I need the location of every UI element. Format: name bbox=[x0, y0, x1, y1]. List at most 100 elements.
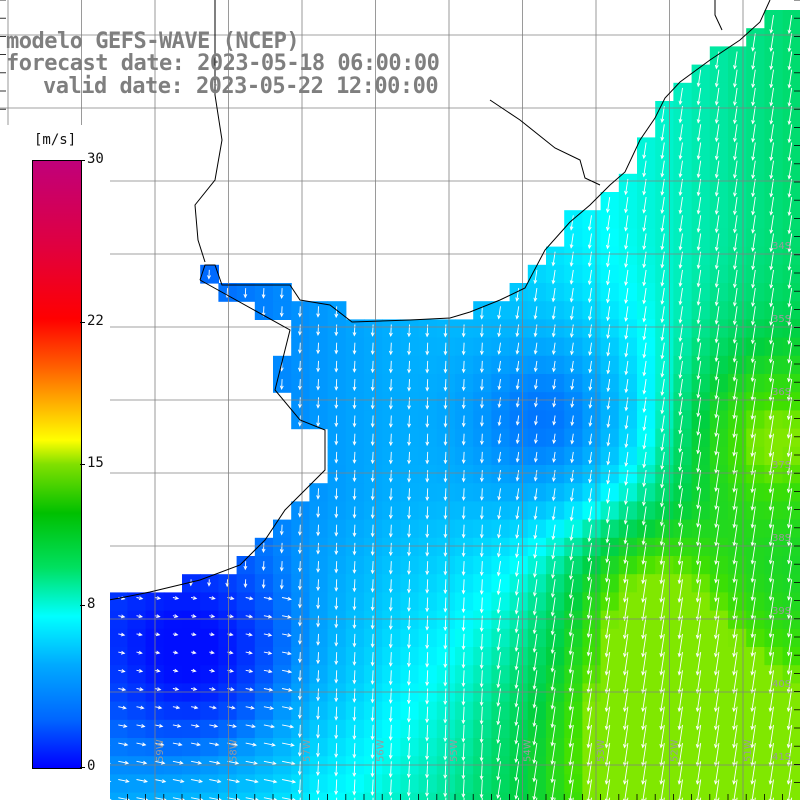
wind-arrowhead bbox=[696, 82, 701, 88]
wind-arrow bbox=[463, 506, 465, 519]
wind-cell bbox=[273, 738, 292, 757]
wind-arrow bbox=[678, 652, 683, 675]
wind-arrowhead bbox=[370, 680, 375, 685]
wind-arrow bbox=[426, 542, 429, 556]
wind-arrow bbox=[643, 433, 647, 449]
wind-arrowhead bbox=[533, 477, 538, 482]
wind-arrowhead bbox=[786, 780, 791, 785]
wind-arrowhead bbox=[678, 118, 683, 124]
wind-arrow bbox=[788, 124, 793, 143]
wind-arrowhead bbox=[733, 265, 737, 270]
wind-arrow bbox=[607, 342, 611, 356]
wind-cell bbox=[673, 628, 693, 648]
wind-arrowhead bbox=[768, 560, 773, 565]
wind-arrowhead bbox=[552, 421, 557, 426]
wind-arrowhead bbox=[229, 614, 235, 619]
wind-cell bbox=[637, 628, 656, 648]
wind-arrowhead bbox=[121, 669, 126, 673]
wind-arrow bbox=[752, 106, 756, 124]
wind-arrow bbox=[770, 178, 774, 197]
wind-cell bbox=[345, 410, 365, 430]
wind-arrowhead bbox=[479, 552, 484, 558]
wind-arrow bbox=[263, 597, 272, 600]
wind-arrowhead bbox=[406, 699, 411, 705]
wind-arrowhead bbox=[659, 579, 664, 585]
wind-cell bbox=[546, 483, 565, 502]
wind-cell bbox=[637, 283, 656, 302]
wind-cell bbox=[546, 610, 565, 630]
wind-arrowhead bbox=[696, 228, 701, 233]
wind-arrow bbox=[733, 342, 738, 362]
wind-arrow bbox=[498, 470, 501, 481]
wind-arrowhead bbox=[769, 284, 774, 289]
wind-arrowhead bbox=[588, 333, 592, 339]
wind-arrowhead bbox=[261, 584, 266, 589]
wind-arrow bbox=[587, 670, 592, 693]
wind-arrowhead bbox=[298, 385, 302, 391]
wind-cell bbox=[564, 319, 583, 339]
wind-arrowhead bbox=[370, 496, 375, 501]
wind-cell bbox=[200, 264, 219, 284]
wind-arrowhead bbox=[407, 459, 411, 465]
wind-arrowhead bbox=[192, 614, 197, 618]
wind-cell bbox=[709, 319, 729, 339]
wind-arrowhead bbox=[714, 725, 718, 731]
wind-cell bbox=[764, 101, 784, 120]
wind-arrowhead bbox=[156, 668, 161, 673]
wind-arrowhead bbox=[406, 773, 411, 779]
wind-arrowhead bbox=[642, 263, 647, 269]
wind-arrow bbox=[535, 397, 538, 407]
wind-cell bbox=[291, 574, 310, 593]
wind-arrowhead bbox=[210, 668, 216, 673]
wind-cell bbox=[418, 355, 438, 375]
wind-cell bbox=[691, 665, 711, 684]
wind-cell bbox=[327, 756, 347, 775]
wind-arrow bbox=[607, 360, 611, 374]
wind-arrowhead bbox=[533, 315, 538, 320]
wind-arrowhead bbox=[606, 334, 611, 340]
wind-arrowhead bbox=[298, 531, 302, 536]
wind-arrow bbox=[734, 233, 738, 251]
wind-arrowhead bbox=[443, 387, 448, 392]
wind-cell bbox=[728, 428, 747, 448]
wind-arrowhead bbox=[261, 312, 266, 317]
wind-cell bbox=[273, 628, 292, 648]
wind-arrow bbox=[118, 779, 129, 783]
wind-arrowhead bbox=[586, 762, 591, 767]
wind-arrowhead bbox=[786, 488, 791, 494]
wind-cell bbox=[254, 738, 274, 757]
wind-arrow bbox=[353, 324, 356, 336]
model-title: modelo GEFS-WAVE (NCEP) bbox=[6, 29, 300, 54]
wind-arrow bbox=[605, 597, 611, 620]
wind-arrow bbox=[734, 178, 738, 197]
wind-arrowhead bbox=[787, 138, 792, 144]
wind-arrow bbox=[589, 379, 592, 391]
wind-arrow bbox=[788, 561, 793, 582]
wind-arrow bbox=[408, 779, 410, 796]
wind-arrowhead bbox=[786, 434, 791, 439]
wind-arrowhead bbox=[642, 191, 647, 196]
wind-arrow bbox=[426, 652, 429, 667]
wind-cell bbox=[345, 738, 365, 757]
wind-arrowhead bbox=[251, 724, 256, 729]
wind-cell bbox=[509, 738, 529, 757]
wind-arrow bbox=[353, 506, 356, 518]
wind-arrowhead bbox=[750, 652, 755, 657]
wind-cell bbox=[527, 519, 547, 539]
wind-cell bbox=[509, 719, 529, 739]
wind-arrowhead bbox=[298, 585, 302, 591]
wind-arrow bbox=[734, 124, 738, 142]
wind-cell bbox=[218, 738, 238, 757]
wind-cell bbox=[418, 519, 438, 539]
wind-arrow bbox=[770, 233, 774, 252]
wind-arrow bbox=[444, 761, 447, 779]
wind-cell bbox=[655, 392, 674, 411]
wind-arrowhead bbox=[156, 614, 161, 619]
wind-arrow bbox=[516, 379, 520, 389]
wind-cell bbox=[655, 155, 674, 175]
wind-arrowhead bbox=[288, 687, 293, 692]
wind-arrowhead bbox=[479, 664, 484, 670]
wind-arrow bbox=[715, 506, 720, 528]
wind-arrowhead bbox=[551, 280, 556, 285]
wind-arrowhead bbox=[751, 65, 756, 70]
